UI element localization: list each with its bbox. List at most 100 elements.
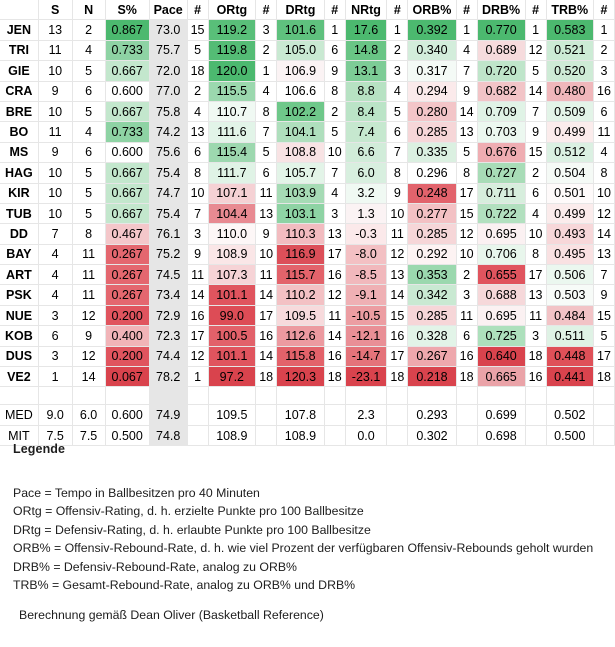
table-row[interactable]: DD 7 8 0.467 76.1 3 110.0 9 110.3 13 -0.3 11 0.285 12… <box>0 223 615 245</box>
table-row[interactable]: TUB 10 5 0.667 75.4 7 104.4 13 103.1 3 1.3 10 0.277 1… <box>0 203 615 225</box>
table-row[interactable]: KOB 6 9 0.400 72.3 17 100.5 16 112.6 14 -12.1 16 0.3… <box>0 325 615 347</box>
column-header[interactable] <box>0 0 39 21</box>
losses-cell: 12 <box>72 305 106 327</box>
table-row[interactable]: DUS 3 12 0.200 74.4 12 101.1 14 115.8 16 -14.7 17 0.… <box>0 346 615 368</box>
drtg-cell: 102.2 <box>276 101 325 123</box>
trb-rank-cell: 3 <box>593 60 615 82</box>
drtg-rank-cell: 13 <box>324 223 346 245</box>
table-row[interactable]: HAG 10 5 0.667 75.4 8 111.7 6 105.7 7 6.0 8 0.296 8 0.… <box>0 162 615 184</box>
ortg-rank-cell: 18 <box>255 366 278 388</box>
column-header-rank[interactable]: # <box>593 0 615 21</box>
column-header-drb-pct[interactable]: DRB% <box>477 0 526 21</box>
team-name: ART <box>0 264 39 286</box>
stats-table: S N S% Pace # ORtg # DRtg # NRtg # ORB% … <box>0 0 615 447</box>
table-row[interactable]: GIE 10 5 0.667 72.0 18 120.0 1 106.9 9 13.1 3 0.317 7… <box>0 60 615 82</box>
trb-rank-cell: 9 <box>593 284 615 306</box>
summary-pace: 74.9 <box>149 404 188 426</box>
team-name: TUB <box>0 203 39 225</box>
table-row[interactable]: VE2 1 14 0.067 78.2 1 97.2 18 120.3 18 -23.1 18 0.21… <box>0 366 615 388</box>
column-header-rank[interactable]: # <box>187 0 209 21</box>
ortg-rank-cell: 6 <box>255 162 278 184</box>
nrtg-cell: 1.3 <box>345 203 388 225</box>
nrtg-rank-cell: 1 <box>386 19 409 41</box>
win-pct-cell: 0.400 <box>105 325 150 347</box>
nrtg-rank-cell: 7 <box>386 142 409 164</box>
nrtg-rank-cell: 3 <box>386 60 409 82</box>
table-row[interactable]: JEN 13 2 0.867 73.0 15 119.2 3 101.6 1 17.6 1 0.392 1… <box>0 19 615 41</box>
pace-cell: 77.0 <box>149 81 188 102</box>
table-row[interactable]: TRI 11 4 0.733 75.7 5 119.8 2 105.0 6 14.8 2 0.340 4 0… <box>0 40 615 62</box>
ortg-cell: 108.9 <box>208 244 257 266</box>
nrtg-rank-cell: 16 <box>386 325 409 347</box>
column-header-rank[interactable]: # <box>386 0 409 21</box>
nrtg-cell: -8.5 <box>345 264 388 286</box>
ortg-cell: 119.8 <box>208 40 257 62</box>
column-header-n[interactable]: N <box>72 0 106 21</box>
orb-rank-cell: 9 <box>456 81 478 102</box>
ortg-cell: 101.1 <box>208 284 257 306</box>
pace-cell: 75.8 <box>149 101 188 123</box>
summary-drb: 0.698 <box>477 425 526 447</box>
table-row[interactable]: KIR 10 5 0.667 74.7 10 107.1 11 103.9 4 3.2 9 0.248 1… <box>0 183 615 204</box>
nrtg-rank-cell: 10 <box>386 203 409 225</box>
team-name: BO <box>0 121 39 143</box>
nrtg-cell: -14.7 <box>345 346 388 368</box>
orb-pct-cell: 0.392 <box>407 19 457 41</box>
orb-pct-cell: 0.335 <box>407 142 457 164</box>
ortg-cell: 110.7 <box>208 101 257 123</box>
nrtg-cell: 13.1 <box>345 60 388 82</box>
losses-cell: 9 <box>72 325 106 347</box>
table-row[interactable]: ART 4 11 0.267 74.5 11 107.3 11 115.7 16 -8.5 13 0.3… <box>0 264 615 286</box>
team-name: JEN <box>0 19 39 41</box>
column-header-drtg[interactable]: DRtg <box>276 0 325 21</box>
empty-cell <box>386 404 409 426</box>
empty-cell <box>324 404 346 426</box>
table-row[interactable]: NUE 3 12 0.200 72.9 16 99.0 17 109.5 11 -10.5 15 0.2… <box>0 305 615 327</box>
legend: Legende Pace = Tempo in Ballbesitzen pro… <box>13 442 608 622</box>
table-row[interactable]: CRA 9 6 0.600 77.0 2 115.5 4 106.6 8 8.8 4 0.294 9 0.6… <box>0 81 615 102</box>
column-header-pace[interactable]: Pace <box>149 0 188 21</box>
column-header-rank[interactable]: # <box>255 0 278 21</box>
table-row[interactable]: MS 9 6 0.600 75.6 6 115.4 5 108.8 10 6.6 7 0.335 5 0.6… <box>0 142 615 164</box>
drtg-rank-cell: 16 <box>324 346 346 368</box>
ortg-rank-cell: 14 <box>255 346 278 368</box>
team-name: CRA <box>0 81 39 102</box>
drb-pct-cell: 0.665 <box>477 366 526 388</box>
trb-rank-cell: 7 <box>593 264 615 286</box>
pace-cell: 72.9 <box>149 305 188 327</box>
empty-cell <box>187 404 209 426</box>
summary-losses: 7.5 <box>72 425 106 447</box>
column-header-ortg[interactable]: ORtg <box>208 0 257 21</box>
column-header-s-pct[interactable]: S% <box>105 0 150 21</box>
table-row[interactable]: PSK 4 11 0.267 73.4 14 101.1 14 110.2 12 -9.1 14 0.3… <box>0 284 615 306</box>
summary-ortg: 108.9 <box>208 425 257 447</box>
drtg-rank-cell: 3 <box>324 203 346 225</box>
orb-pct-cell: 0.285 <box>407 305 457 327</box>
column-header-orb-pct[interactable]: ORB% <box>407 0 457 21</box>
table-row[interactable]: BRE 10 5 0.667 75.8 4 110.7 8 102.2 2 8.4 5 0.280 14 0… <box>0 101 615 123</box>
win-pct-cell: 0.733 <box>105 121 150 143</box>
table-row[interactable]: BO 11 4 0.733 74.2 13 111.6 7 104.1 5 7.4 6 0.285 13 0… <box>0 121 615 143</box>
column-header-trb-pct[interactable]: TRB% <box>546 0 595 21</box>
column-header-s[interactable]: S <box>38 0 73 21</box>
nrtg-cell: 17.6 <box>345 19 388 41</box>
wins-cell: 3 <box>38 346 73 368</box>
drb-rank-cell: 10 <box>525 223 547 245</box>
column-header-rank[interactable]: # <box>324 0 346 21</box>
empty-cell <box>187 425 209 447</box>
column-header-nrtg[interactable]: NRtg <box>345 0 388 21</box>
trb-rank-cell: 14 <box>593 223 615 245</box>
table-row[interactable]: BAY 4 11 0.267 75.2 9 108.9 10 116.9 17 -8.0 12 0.29… <box>0 244 615 266</box>
win-pct-cell: 0.667 <box>105 162 150 184</box>
column-header-rank[interactable]: # <box>525 0 547 21</box>
column-header-rank[interactable]: # <box>456 0 478 21</box>
empty-cell <box>456 404 478 426</box>
team-name: TRI <box>0 40 39 62</box>
pace-cell: 72.0 <box>149 60 188 82</box>
summary-pace: 74.8 <box>149 425 188 447</box>
drtg-cell: 104.1 <box>276 121 325 143</box>
pace-rank-cell: 9 <box>187 244 209 266</box>
losses-cell: 4 <box>72 40 106 62</box>
drtg-rank-cell: 10 <box>324 142 346 164</box>
nrtg-cell: -23.1 <box>345 366 388 388</box>
